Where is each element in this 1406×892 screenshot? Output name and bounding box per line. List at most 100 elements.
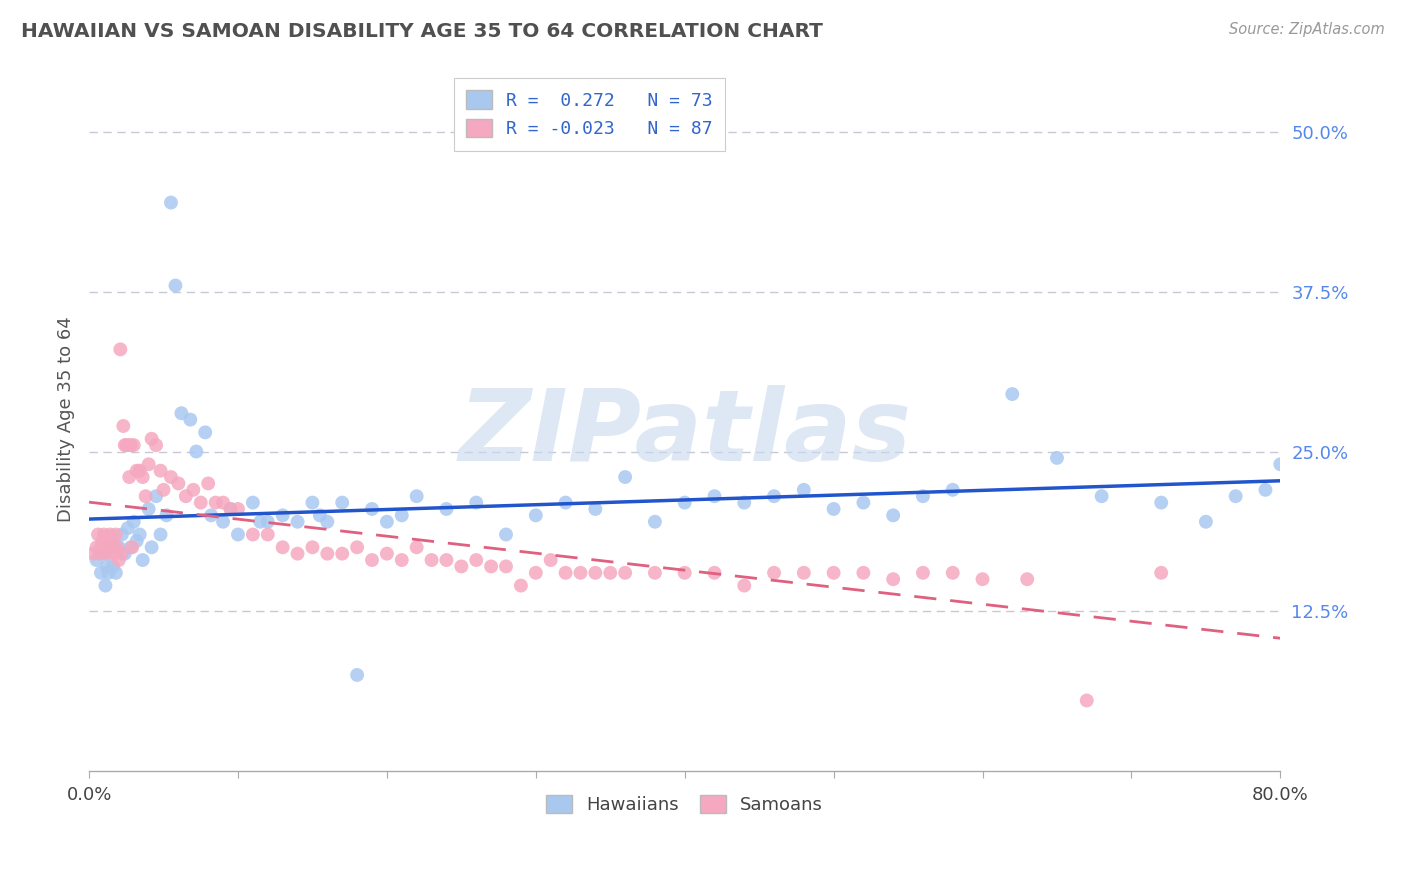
- Point: [763, 489, 786, 503]
- Point: [118, 470, 141, 484]
- Point: [1270, 458, 1292, 472]
- Point: [509, 578, 531, 592]
- Point: [1195, 515, 1218, 529]
- Point: [108, 541, 131, 555]
- Point: [569, 566, 592, 580]
- Point: [361, 553, 384, 567]
- Point: [793, 483, 815, 497]
- Point: [135, 489, 157, 503]
- Point: [271, 541, 294, 555]
- Point: [554, 566, 576, 580]
- Point: [219, 502, 242, 516]
- Point: [145, 438, 167, 452]
- Point: [703, 566, 725, 580]
- Point: [97, 566, 120, 580]
- Point: [703, 489, 725, 503]
- Point: [86, 553, 108, 567]
- Point: [852, 566, 875, 580]
- Point: [540, 553, 562, 567]
- Point: [96, 547, 118, 561]
- Point: [733, 495, 755, 509]
- Point: [179, 412, 201, 426]
- Point: [733, 578, 755, 592]
- Point: [141, 432, 163, 446]
- Point: [1150, 566, 1173, 580]
- Point: [330, 547, 353, 561]
- Point: [375, 515, 398, 529]
- Point: [167, 476, 190, 491]
- Point: [117, 438, 139, 452]
- Point: [911, 566, 934, 580]
- Point: [105, 541, 128, 555]
- Point: [155, 508, 177, 523]
- Point: [91, 533, 114, 548]
- Point: [942, 483, 965, 497]
- Point: [128, 527, 150, 541]
- Point: [94, 541, 117, 555]
- Point: [181, 483, 204, 497]
- Text: ZIPatlas: ZIPatlas: [458, 385, 911, 483]
- Point: [114, 547, 136, 561]
- Point: [93, 527, 115, 541]
- Point: [101, 547, 124, 561]
- Point: [89, 547, 111, 561]
- Point: [495, 559, 517, 574]
- Point: [104, 566, 127, 580]
- Point: [194, 425, 217, 440]
- Point: [793, 566, 815, 580]
- Point: [160, 470, 183, 484]
- Point: [101, 559, 124, 574]
- Point: [87, 527, 110, 541]
- Point: [346, 541, 368, 555]
- Point: [256, 515, 278, 529]
- Point: [100, 541, 122, 555]
- Point: [823, 502, 845, 516]
- Point: [583, 566, 606, 580]
- Point: [436, 502, 458, 516]
- Point: [420, 553, 443, 567]
- Point: [200, 508, 222, 523]
- Point: [911, 489, 934, 503]
- Point: [330, 495, 353, 509]
- Point: [197, 476, 219, 491]
- Point: [599, 566, 621, 580]
- Point: [1150, 495, 1173, 509]
- Point: [152, 483, 174, 497]
- Point: [287, 515, 309, 529]
- Point: [450, 559, 472, 574]
- Point: [131, 553, 153, 567]
- Point: [256, 527, 278, 541]
- Point: [882, 508, 904, 523]
- Point: [110, 343, 132, 357]
- Point: [375, 547, 398, 561]
- Point: [287, 547, 309, 561]
- Text: Source: ZipAtlas.com: Source: ZipAtlas.com: [1229, 22, 1385, 37]
- Point: [93, 547, 115, 561]
- Point: [1091, 489, 1114, 503]
- Point: [1046, 450, 1069, 465]
- Point: [98, 527, 121, 541]
- Point: [524, 508, 547, 523]
- Point: [361, 502, 384, 516]
- Point: [242, 527, 264, 541]
- Point: [301, 541, 323, 555]
- Point: [644, 515, 666, 529]
- Point: [219, 502, 242, 516]
- Point: [94, 578, 117, 592]
- Point: [614, 566, 637, 580]
- Point: [972, 572, 994, 586]
- Point: [763, 566, 786, 580]
- Point: [170, 406, 193, 420]
- Point: [852, 495, 875, 509]
- Point: [174, 489, 197, 503]
- Point: [614, 470, 637, 484]
- Point: [111, 547, 134, 561]
- Point: [160, 195, 183, 210]
- Point: [149, 464, 172, 478]
- Legend: Hawaiians, Samoans: Hawaiians, Samoans: [536, 784, 834, 825]
- Point: [212, 515, 235, 529]
- Point: [138, 458, 160, 472]
- Point: [86, 541, 108, 555]
- Y-axis label: Disability Age 35 to 64: Disability Age 35 to 64: [58, 317, 75, 523]
- Point: [226, 527, 249, 541]
